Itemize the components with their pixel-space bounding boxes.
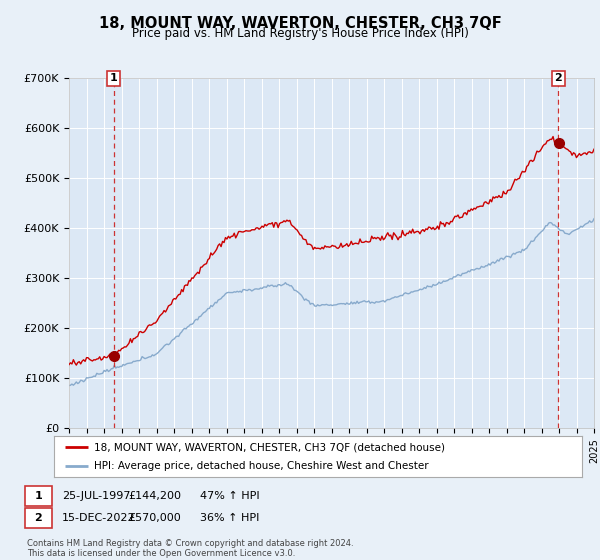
Text: 1: 1: [110, 73, 118, 83]
Text: HPI: Average price, detached house, Cheshire West and Chester: HPI: Average price, detached house, Ches…: [94, 461, 428, 471]
Text: Price paid vs. HM Land Registry's House Price Index (HPI): Price paid vs. HM Land Registry's House …: [131, 27, 469, 40]
Text: 2: 2: [554, 73, 562, 83]
Text: 15-DEC-2022: 15-DEC-2022: [62, 513, 136, 523]
Text: 18, MOUNT WAY, WAVERTON, CHESTER, CH3 7QF (detached house): 18, MOUNT WAY, WAVERTON, CHESTER, CH3 7Q…: [94, 442, 445, 452]
Text: This data is licensed under the Open Government Licence v3.0.: This data is licensed under the Open Gov…: [27, 549, 295, 558]
Text: Contains HM Land Registry data © Crown copyright and database right 2024.: Contains HM Land Registry data © Crown c…: [27, 539, 353, 548]
Text: 18, MOUNT WAY, WAVERTON, CHESTER, CH3 7QF: 18, MOUNT WAY, WAVERTON, CHESTER, CH3 7Q…: [98, 16, 502, 31]
Text: 2: 2: [35, 513, 42, 523]
Text: 1: 1: [35, 491, 42, 501]
Text: £144,200: £144,200: [128, 491, 181, 501]
Text: £570,000: £570,000: [128, 513, 181, 523]
Text: 25-JUL-1997: 25-JUL-1997: [62, 491, 130, 501]
Text: 36% ↑ HPI: 36% ↑ HPI: [200, 513, 259, 523]
Text: 47% ↑ HPI: 47% ↑ HPI: [200, 491, 259, 501]
